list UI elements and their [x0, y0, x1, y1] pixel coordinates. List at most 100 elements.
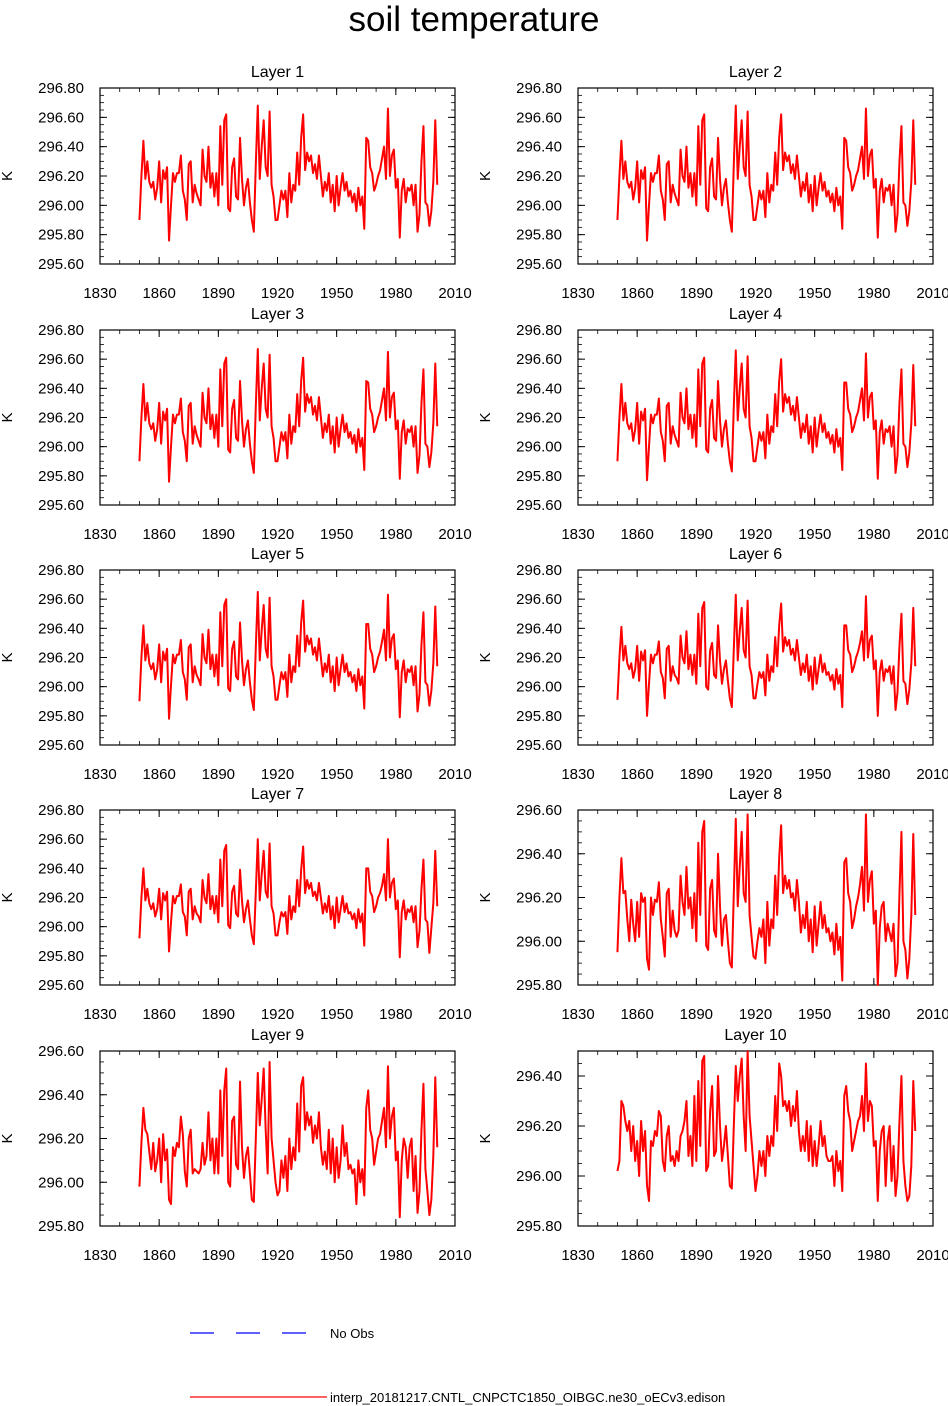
- y-tick-label: 296.80: [38, 562, 84, 579]
- y-tick-label: 296.80: [516, 80, 562, 97]
- x-tick-label: 2010: [438, 1247, 471, 1264]
- y-tick-label: 296.20: [38, 168, 84, 185]
- series-line: [138, 104, 439, 242]
- y-tick-label: 296.40: [516, 1068, 562, 1085]
- series-line: [138, 590, 439, 720]
- y-tick-label: 295.60: [516, 497, 562, 514]
- series-line: [616, 104, 917, 242]
- x-tick-label: 1920: [261, 766, 294, 783]
- x-tick-label: 2010: [438, 285, 471, 302]
- x-tick-label: 2010: [916, 1006, 948, 1023]
- x-tick-label: 1920: [261, 1006, 294, 1023]
- x-tick-label: 1980: [379, 1006, 412, 1023]
- y-tick-label: 296.20: [516, 410, 562, 427]
- y-tick-label: 295.80: [38, 948, 84, 965]
- y-tick-label: 296.60: [516, 351, 562, 368]
- y-tick-label: 296.60: [38, 1043, 84, 1060]
- x-tick-label: 1830: [561, 766, 594, 783]
- plot-frame: [99, 569, 456, 746]
- series-line: [138, 347, 439, 483]
- x-tick-label: 1890: [680, 285, 713, 302]
- y-tick-label: 295.80: [516, 468, 562, 485]
- series-line: [616, 593, 917, 717]
- y-tick-label: 296.80: [38, 80, 84, 97]
- x-tick-label: 1890: [202, 766, 235, 783]
- x-tick-label: 2010: [916, 1247, 948, 1264]
- y-tick-label: 296.40: [516, 380, 562, 397]
- panel-2: Layer 2 K 295.60 295.80 296.00 296.20 296.40 29…: [477, 64, 948, 302]
- x-tick-label: 1860: [142, 1006, 175, 1023]
- y-tick-label: 295.80: [516, 227, 562, 244]
- y-axis-label: K: [0, 652, 16, 662]
- x-tick-label: 1980: [857, 766, 890, 783]
- panel-title: Layer 3: [251, 306, 304, 323]
- y-tick-label: 295.60: [516, 737, 562, 754]
- y-axis-label: K: [477, 412, 494, 422]
- y-tick-label: 296.40: [38, 860, 84, 877]
- plot-frame: [99, 809, 456, 986]
- y-tick-label: 296.60: [516, 591, 562, 608]
- y-tick-label: 296.40: [38, 380, 84, 397]
- x-tick-label: 1920: [739, 1247, 772, 1264]
- x-tick-label: 1950: [798, 285, 831, 302]
- y-tick-label: 296.00: [516, 197, 562, 214]
- plot-frame: [577, 569, 934, 746]
- x-tick-label: 1890: [680, 766, 713, 783]
- y-tick-label: 296.40: [516, 139, 562, 156]
- y-tick-label: 295.80: [516, 977, 562, 994]
- x-tick-label: 2010: [438, 1006, 471, 1023]
- x-tick-label: 1980: [379, 1247, 412, 1264]
- y-tick-label: 296.20: [38, 1131, 84, 1148]
- x-tick-label: 2010: [916, 766, 948, 783]
- x-tick-label: 2010: [438, 526, 471, 543]
- x-tick-label: 1860: [142, 526, 175, 543]
- x-tick-label: 1830: [83, 1006, 116, 1023]
- x-tick-label: 1980: [857, 526, 890, 543]
- y-tick-label: 295.80: [38, 227, 84, 244]
- y-tick-label: 296.40: [38, 620, 84, 637]
- x-tick-label: 1830: [561, 285, 594, 302]
- x-tick-label: 1950: [320, 766, 353, 783]
- y-tick-label: 296.60: [516, 802, 562, 819]
- y-tick-label: 296.20: [38, 410, 84, 427]
- x-tick-label: 1950: [320, 1247, 353, 1264]
- y-tick-label: 296.20: [516, 890, 562, 907]
- y-tick-label: 296.20: [38, 890, 84, 907]
- panel-1: Layer 1 K 295.60 295.80 296.00 296.20 296.40 29…: [0, 64, 472, 302]
- y-tick-label: 296.40: [38, 1087, 84, 1104]
- y-tick-label: 296.00: [516, 679, 562, 696]
- x-tick-label: 1860: [620, 285, 653, 302]
- y-axis-label: K: [477, 892, 494, 902]
- panel-8: Layer 8 K 295.80 296.00 296.20 296.40 296.60 18…: [477, 786, 948, 1023]
- series-line: [138, 1060, 439, 1219]
- y-tick-label: 296.20: [516, 1118, 562, 1135]
- y-tick-label: 296.20: [38, 650, 84, 667]
- y-axis-label: K: [477, 1133, 494, 1143]
- x-tick-label: 1890: [680, 1006, 713, 1023]
- y-tick-label: 295.80: [516, 708, 562, 725]
- y-axis-label: K: [0, 1133, 16, 1143]
- x-tick-label: 1920: [261, 526, 294, 543]
- y-tick-label: 296.80: [516, 562, 562, 579]
- x-tick-label: 1890: [202, 1247, 235, 1264]
- legend: No Obs interp_20181217.CNTL_CNPCTC1850_OI…: [190, 1326, 725, 1405]
- x-tick-label: 1860: [620, 526, 653, 543]
- y-tick-label: 296.20: [516, 650, 562, 667]
- x-tick-label: 1920: [739, 766, 772, 783]
- x-tick-label: 1830: [83, 1247, 116, 1264]
- x-tick-label: 2010: [916, 526, 948, 543]
- x-tick-label: 1950: [798, 526, 831, 543]
- x-tick-label: 1920: [739, 1006, 772, 1023]
- series-line: [616, 349, 917, 482]
- y-tick-label: 295.80: [38, 468, 84, 485]
- x-tick-label: 1980: [857, 1006, 890, 1023]
- y-tick-label: 296.00: [38, 1174, 84, 1191]
- y-axis-label: K: [0, 412, 16, 422]
- y-tick-label: 296.80: [38, 802, 84, 819]
- y-tick-label: 296.80: [516, 322, 562, 339]
- panel-3: Layer 3 K 295.60 295.80 296.00 296.20 296.40 29…: [0, 306, 472, 543]
- x-tick-label: 1860: [142, 766, 175, 783]
- plot-frame: [99, 329, 456, 506]
- x-tick-label: 1980: [857, 1247, 890, 1264]
- x-tick-label: 1830: [561, 1247, 594, 1264]
